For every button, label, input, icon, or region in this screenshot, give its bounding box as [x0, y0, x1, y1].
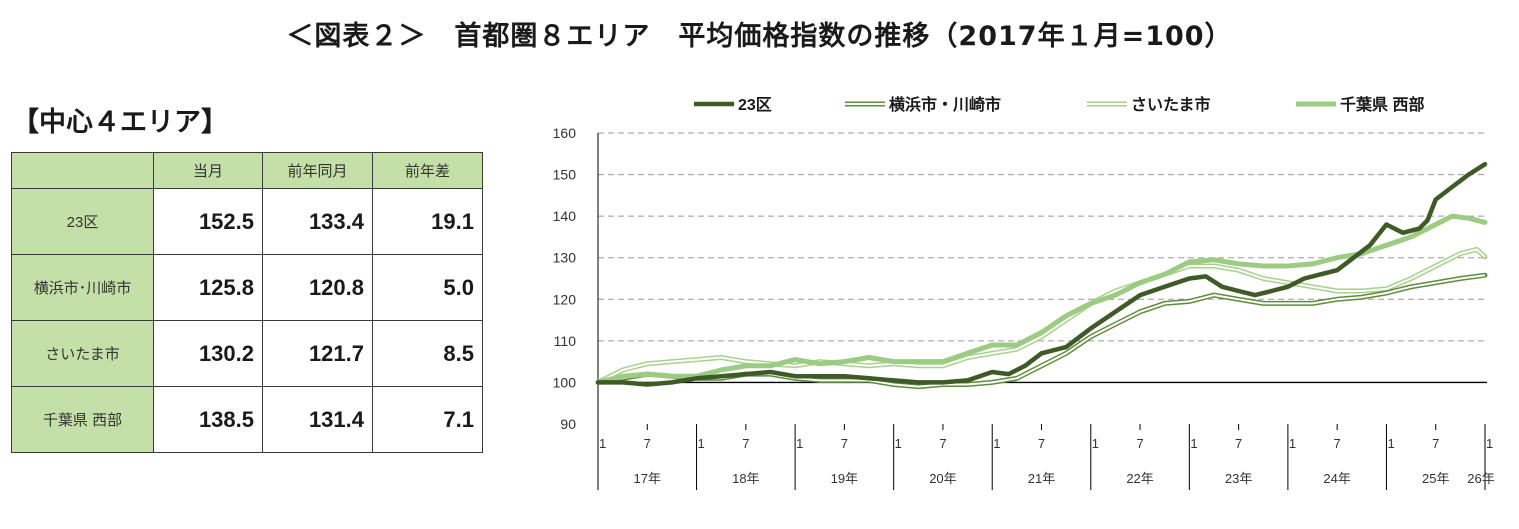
legend-label: さいたま市 [1131, 95, 1211, 114]
x-tick-label: 1 [599, 436, 606, 451]
x-tick-label: 1 [698, 436, 705, 451]
table-header-current: 当月 [153, 152, 263, 189]
x-year-label: 24年 [1323, 471, 1350, 486]
x-tick-label: 7 [841, 436, 848, 451]
series-line-inner-2 [597, 248, 1486, 384]
table-header-prev: 前年同月 [262, 152, 373, 189]
cell-prev: 133.4 [262, 188, 373, 255]
x-year-label: 20年 [929, 471, 956, 486]
legend-label: 横浜市・川崎市 [889, 95, 1001, 114]
x-tick-label: 1 [1289, 436, 1296, 451]
cell-prev: 131.4 [262, 386, 373, 453]
x-tick-label: 7 [1235, 436, 1242, 451]
row-label: さいたま市 [11, 320, 154, 387]
legend-label: 千葉県 西部 [1340, 95, 1424, 114]
cell-current: 138.5 [153, 386, 263, 453]
table-row: 横浜市･川崎市 125.8 120.8 5.0 [11, 254, 483, 321]
x-tick-label: 1 [993, 436, 1000, 451]
x-tick-label: 1 [1387, 436, 1394, 451]
table-header-diff: 前年差 [372, 152, 483, 189]
y-tick-label: 160 [553, 125, 577, 141]
x-year-label: 17年 [634, 471, 661, 486]
series-line-0 [595, 161, 1488, 387]
x-tick-label: 7 [644, 436, 651, 451]
row-label: 横浜市･川崎市 [11, 254, 154, 321]
y-tick-label: 110 [554, 333, 577, 349]
cell-diff: 8.5 [372, 320, 483, 387]
cell-current: 152.5 [153, 188, 263, 255]
row-label: 23区 [11, 188, 154, 255]
x-year-label: 25年 [1422, 471, 1449, 486]
legend-label: 23区 [738, 96, 772, 114]
y-tick-label: 140 [553, 208, 577, 224]
x-tick-label: 7 [1432, 436, 1439, 451]
x-year-label: 18年 [732, 471, 759, 486]
series-line-2 [595, 246, 1488, 385]
cell-diff: 7.1 [372, 386, 483, 453]
table-row: 23区 152.5 133.4 19.1 [11, 188, 483, 255]
table-row: 千葉県 西部 138.5 131.4 7.1 [11, 386, 483, 453]
y-tick-label: 90 [560, 416, 576, 432]
x-tick-label: 1 [1486, 436, 1493, 451]
y-tick-label: 150 [553, 167, 577, 183]
x-tick-label: 1 [895, 436, 902, 451]
x-year-label: 22年 [1126, 471, 1153, 486]
cell-current: 125.8 [153, 254, 263, 321]
x-year-label: 21年 [1028, 471, 1055, 486]
cell-current: 130.2 [153, 320, 263, 387]
x-tick-label: 7 [1334, 436, 1341, 451]
x-tick-label: 1 [1092, 436, 1099, 451]
x-tick-label: 7 [742, 436, 749, 451]
x-tick-label: 1 [1190, 436, 1197, 451]
table-header-corner [11, 152, 154, 189]
x-year-label: 26年 [1467, 471, 1494, 486]
x-tick-label: 7 [1038, 436, 1045, 451]
row-label: 千葉県 西部 [11, 386, 154, 453]
y-tick-label: 130 [553, 250, 577, 266]
cell-prev: 120.8 [262, 254, 373, 321]
section-title: 【中心４エリア】 [12, 107, 228, 138]
y-tick-label: 120 [553, 291, 577, 307]
x-year-label: 19年 [831, 471, 858, 486]
y-tick-label: 100 [553, 374, 577, 390]
x-tick-label: 7 [939, 436, 946, 451]
x-tick-label: 7 [1136, 436, 1143, 451]
summary-table: 当月 前年同月 前年差 23区 152.5 133.4 19.1 横浜市･川崎市… [11, 152, 483, 453]
table-header-row: 当月 前年同月 前年差 [11, 152, 483, 189]
cell-diff: 5.0 [372, 254, 483, 321]
x-year-label: 23年 [1225, 471, 1252, 486]
x-tick-label: 1 [796, 436, 803, 451]
page-title: ＜図表２＞ 首都圏８エリア 平均価格指数の推移（2017年１月=100） [286, 21, 1233, 52]
